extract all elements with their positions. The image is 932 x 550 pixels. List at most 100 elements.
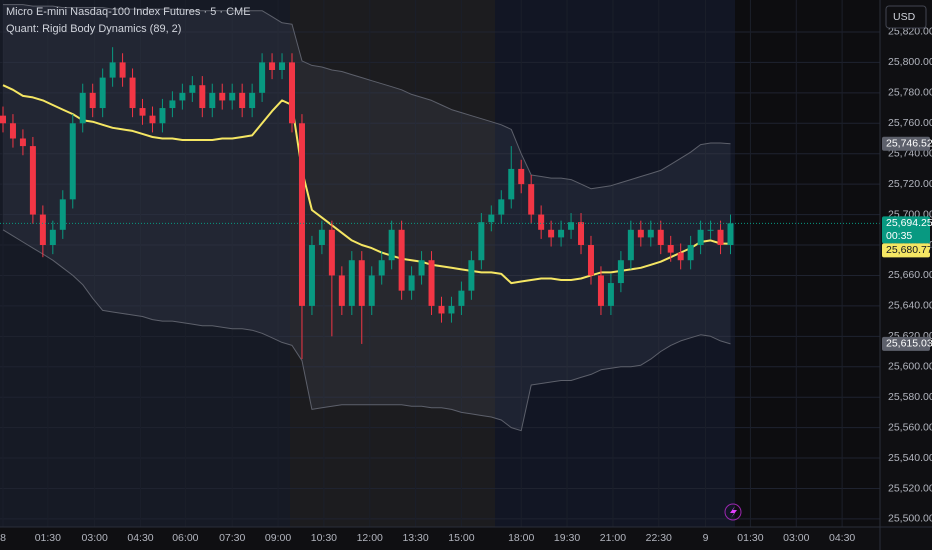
candle-body	[338, 275, 345, 306]
candle-body	[29, 146, 36, 215]
session-bg	[735, 0, 880, 527]
candle-body	[418, 260, 425, 276]
candle-body	[428, 260, 435, 306]
candle-body	[279, 62, 286, 71]
candle-body	[99, 77, 106, 109]
x-tick-label: 15:00	[448, 532, 474, 544]
x-tick-label: 04:30	[829, 532, 855, 544]
x-tick-label: 9	[703, 532, 709, 544]
candle-body	[358, 260, 365, 306]
x-tick-label: 12:00	[357, 532, 383, 544]
band-line	[3, 4, 731, 190]
plot	[0, 4, 880, 432]
candle-body	[607, 283, 614, 306]
candle-body	[458, 290, 465, 306]
candle-body	[558, 229, 565, 238]
band-fill	[3, 4, 731, 431]
x-tick-label: 13:30	[402, 532, 428, 544]
candle-body	[289, 62, 296, 124]
y-tick-label: 25,580.00	[888, 391, 932, 403]
y-tick-label: 25,600.00	[888, 361, 932, 373]
candle-body	[398, 229, 405, 291]
candle-body	[508, 168, 515, 200]
candle-body	[259, 62, 266, 93]
candle-body	[179, 92, 186, 101]
candle-body	[667, 245, 674, 253]
x-tick-label: 04:30	[127, 532, 153, 544]
candle-body	[89, 92, 96, 109]
price-badge	[882, 336, 930, 351]
x-tick-label: 18:00	[508, 532, 534, 544]
x-tick-label: 03:00	[783, 532, 809, 544]
candle-body	[478, 222, 485, 261]
candle-body	[717, 229, 724, 246]
price-badge	[882, 243, 930, 258]
y-tick-label: 25,780.00	[888, 87, 932, 99]
candle-body	[448, 305, 455, 314]
candle-body	[9, 123, 16, 139]
candle-body	[348, 260, 355, 306]
currency-button[interactable]	[885, 5, 927, 29]
y-tick-label: 25,820.00	[888, 26, 932, 38]
event-icon[interactable]	[730, 506, 737, 518]
candle-body	[388, 229, 395, 261]
candle-body	[438, 305, 445, 314]
band-line	[2, 229, 731, 432]
x-tick-label: 01:30	[737, 532, 763, 544]
x-tick-label: 19:30	[554, 532, 580, 544]
candle-body	[249, 92, 256, 109]
candle-body	[538, 214, 545, 230]
x-tick-label: 22:30	[646, 532, 672, 544]
y-tick-label: 25,640.00	[888, 300, 932, 312]
indicator-label: Quant: Rigid Body Dynamics (89, 2)	[6, 23, 181, 35]
candle-body	[119, 62, 126, 78]
y-tick-label: 25,660.00	[888, 269, 932, 281]
candle-body	[378, 260, 385, 276]
session-bg	[495, 0, 735, 527]
candle-body	[528, 184, 535, 215]
x-tick-label: 07:30	[219, 532, 245, 544]
price-badge	[882, 216, 930, 244]
chart-title: Micro E-mini Nasdaq-100 Index Futures · …	[6, 6, 251, 18]
candle-body	[308, 245, 315, 306]
candle-body	[19, 138, 26, 147]
candle-body	[0, 115, 6, 124]
candle-body	[149, 115, 156, 124]
y-tick-label: 25,500.00	[888, 513, 932, 525]
countdown-label: 00:35	[886, 230, 912, 242]
x-tick-label: 8	[0, 532, 6, 544]
candle-body	[209, 92, 216, 109]
candle-body	[597, 275, 604, 306]
candle-body	[578, 222, 585, 246]
candle-body	[657, 229, 664, 246]
y-tick-label: 25,560.00	[888, 421, 932, 433]
y-tick-label: 25,720.00	[888, 178, 932, 190]
candle-body	[697, 229, 704, 246]
candle-body	[169, 100, 176, 109]
candle-body	[568, 222, 575, 230]
candle-body	[39, 214, 46, 246]
candle-body	[587, 245, 594, 276]
candle-body	[298, 123, 305, 306]
x-tick-label: 01:30	[35, 532, 61, 544]
candle-body	[498, 199, 505, 215]
candle-body	[518, 168, 525, 185]
candle-body	[239, 92, 246, 109]
candle-body	[318, 229, 325, 246]
event-icon[interactable]	[724, 503, 742, 521]
candle-body	[727, 223, 734, 246]
candle-body	[637, 229, 644, 238]
candle-body	[229, 92, 236, 101]
price-badge-label: 25,694.25	[886, 217, 932, 229]
candle-body	[488, 214, 495, 223]
candle-body	[368, 275, 375, 306]
candle-body	[408, 275, 415, 291]
x-tick-label: 03:00	[82, 532, 108, 544]
candle-body	[159, 108, 166, 124]
candle-body	[199, 85, 206, 109]
candle-body	[109, 62, 116, 78]
candle-body	[328, 229, 335, 276]
currency-label[interactable]: USD	[893, 11, 916, 23]
grid	[0, 0, 880, 527]
